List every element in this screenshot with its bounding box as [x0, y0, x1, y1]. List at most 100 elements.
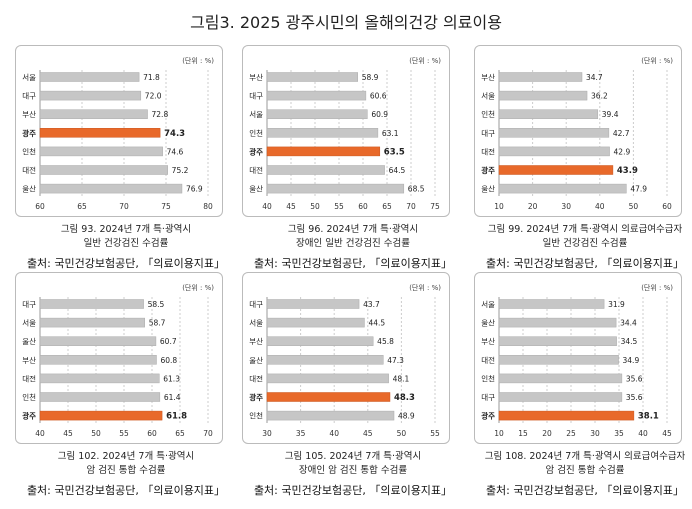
x-tick-label: 60 [358, 202, 368, 211]
bar [498, 109, 599, 119]
bar [498, 183, 627, 194]
x-tick-label: 25 [566, 429, 576, 438]
category-label: 대구 [22, 92, 36, 101]
bar [498, 299, 605, 309]
category-label: 대전 [249, 373, 263, 383]
chart-panel: (단위 : %) 40 45 50 55 60 65 70 75 부산 58.9 대구 60.6 서울 60… [242, 45, 450, 217]
unit-label: (단위 : %) [409, 283, 441, 292]
x-tick-label: 45 [363, 429, 373, 438]
source-note: 출처: 국민건강보험공단, 「의료이용지표」 [253, 257, 453, 270]
data-label: 74.3 [164, 129, 185, 139]
bar [498, 317, 617, 328]
bar [39, 373, 160, 384]
chart-panel: (단위 : %) 10 20 30 40 50 60 부산 34.7 서울 36.2 인천 39.4 대구… [474, 45, 682, 217]
category-label: 부산 [481, 336, 495, 346]
x-tick-label: 80 [203, 202, 213, 211]
bar [39, 392, 161, 402]
x-tick-label: 15 [518, 429, 528, 438]
category-label: 대구 [481, 129, 495, 138]
data-label: 43.9 [617, 166, 638, 176]
bar [266, 299, 360, 309]
data-label: 61.3 [163, 374, 180, 383]
x-tick-label: 10 [494, 429, 504, 438]
data-label: 68.5 [408, 185, 425, 194]
category-label: 부산 [481, 72, 495, 82]
bar [266, 392, 391, 402]
caption-line: 암 검진 통합 수검률 [545, 465, 625, 476]
data-label: 74.6 [167, 147, 184, 156]
category-label: 서울 [22, 73, 36, 82]
x-tick-label: 40 [595, 202, 605, 211]
caption-line: 장애인 암 검진 통합 수검률 [298, 465, 408, 476]
bar [498, 355, 619, 365]
unit-label: (단위 : %) [182, 283, 214, 292]
caption-line: 그림 105. 2024년 7개 특·광역시 [284, 451, 422, 462]
category-label: 서울 [481, 92, 495, 101]
data-label: 63.1 [382, 129, 399, 138]
chart-panel: (단위 : %) 30 35 40 45 50 55 대구 43.7 서울 44.5 부산 45.8 울산… [242, 272, 450, 444]
caption-line: 암 검진 통합 수검률 [86, 465, 166, 476]
bar [266, 72, 358, 82]
category-label: 울산 [249, 355, 263, 365]
x-tick-label: 55 [430, 429, 440, 438]
category-label: 부산 [22, 109, 36, 119]
bar [39, 146, 163, 157]
x-tick-label: 20 [528, 202, 538, 211]
data-label: 47.9 [630, 185, 647, 194]
x-tick-label: 45 [286, 202, 296, 211]
category-label: 대전 [249, 165, 263, 175]
x-tick-label: 45 [662, 429, 672, 438]
category-label: 부산 [249, 72, 263, 82]
x-tick-label: 65 [175, 429, 185, 438]
category-label: 인천 [22, 392, 36, 402]
category-label: 울산 [249, 184, 263, 194]
data-label: 48.9 [398, 412, 415, 421]
bar [266, 410, 395, 421]
source-note: 출처: 국민건강보험공단, 「의료이용지표」 [485, 257, 685, 270]
bar [266, 109, 368, 119]
category-label: 서울 [249, 110, 263, 119]
category-label: 울산 [22, 336, 36, 346]
x-tick-label: 55 [119, 429, 129, 438]
bar [39, 165, 168, 175]
caption-line: 일반 건강검진 수검률 [542, 238, 628, 249]
bar [266, 90, 367, 101]
x-tick-label: 35 [296, 429, 306, 438]
source-note: 출처: 국민건강보험공단, 「의료이용지표」 [485, 484, 685, 497]
x-tick-label: 20 [542, 429, 552, 438]
data-label: 35.6 [626, 393, 643, 402]
category-label: 울산 [22, 184, 36, 194]
bar [39, 128, 161, 138]
bar [39, 183, 183, 194]
source-note: 출처: 국민건강보험공단, 「의료이용지표」 [26, 484, 226, 497]
bar [39, 410, 163, 421]
x-tick-label: 70 [203, 429, 213, 438]
bar [39, 317, 145, 328]
bar [498, 410, 635, 421]
category-label: 광주 [249, 146, 263, 156]
data-label: 35.6 [626, 374, 643, 383]
bar-chart: (단위 : %) 30 35 40 45 50 55 대구 43.7 서울 44.5 부산 45.8 울산… [249, 283, 441, 438]
data-label: 58.7 [149, 319, 166, 328]
x-tick-label: 50 [397, 429, 407, 438]
bar [266, 317, 365, 328]
category-label: 인천 [22, 146, 36, 156]
data-label: 44.5 [368, 319, 385, 328]
x-tick-label: 65 [77, 202, 87, 211]
x-tick-label: 50 [91, 429, 101, 438]
x-tick-label: 40 [638, 429, 648, 438]
x-tick-label: 40 [262, 202, 272, 211]
bar [266, 183, 405, 194]
category-label: 인천 [481, 109, 495, 119]
bar-chart: (단위 : %) 40 45 50 55 60 65 70 대구 58.5 서울 58.7 울산 60.7… [22, 283, 214, 438]
data-label: 42.9 [614, 147, 631, 156]
x-tick-label: 40 [329, 429, 339, 438]
caption-line: 그림 96. 2024년 7개 특·광역시 [287, 224, 419, 235]
data-label: 60.6 [370, 92, 387, 101]
bar-chart: (단위 : %) 60 65 70 75 80 서울 71.8 대구 72.0 부산 72.8 광주 74… [22, 56, 214, 211]
x-tick-label: 70 [406, 202, 416, 211]
data-label: 42.7 [613, 129, 630, 138]
data-label: 72.0 [145, 92, 162, 101]
